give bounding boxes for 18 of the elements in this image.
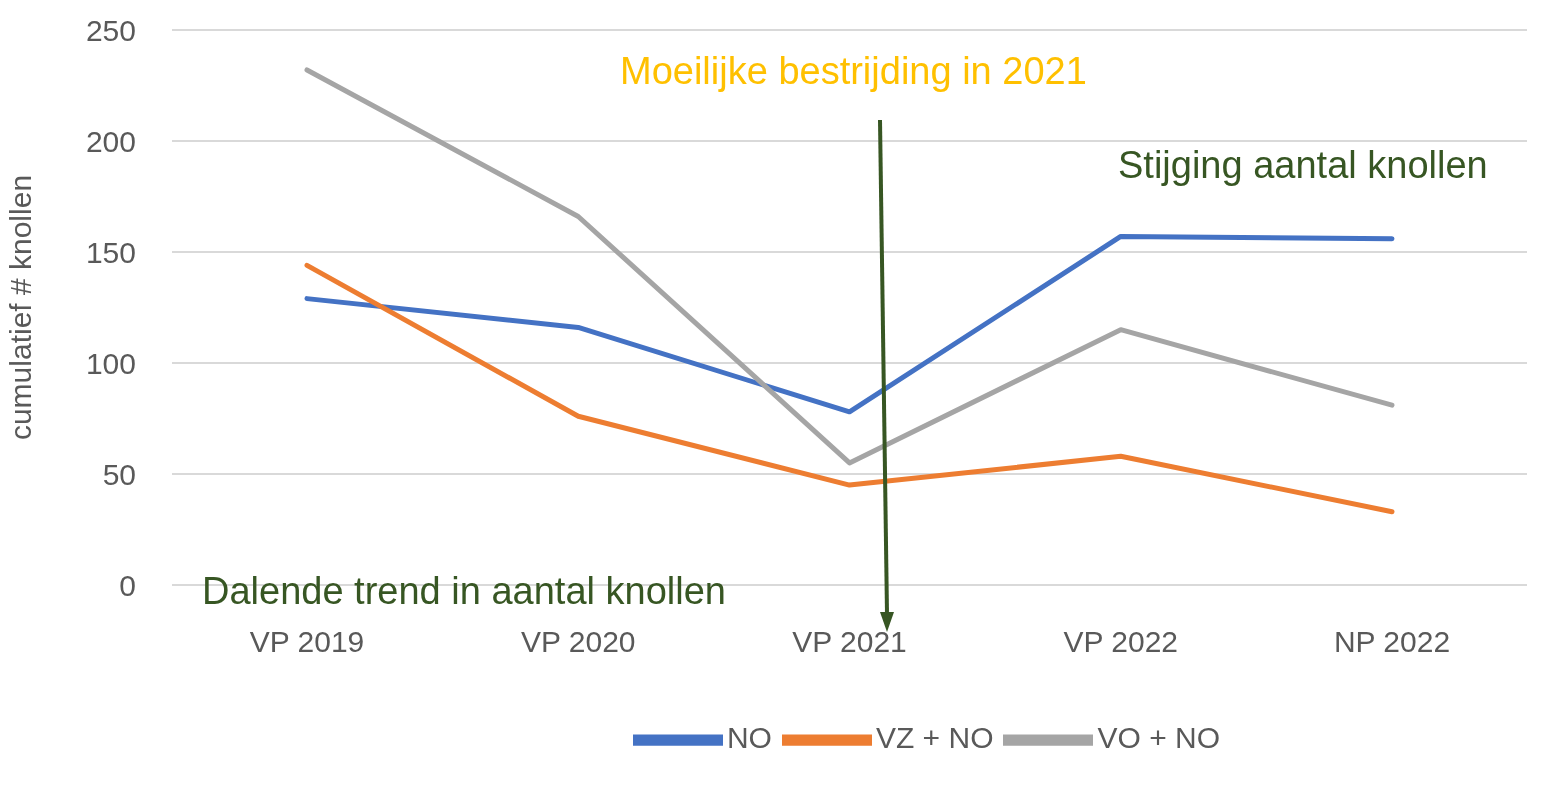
- y-tick-label: 0: [119, 568, 136, 602]
- y-tick-label: 200: [85, 124, 136, 158]
- x-tick-label: VP 2019: [249, 625, 365, 659]
- legend-label: VO + NO: [1097, 720, 1221, 754]
- annotation: Moeilijke bestrijding in 2021: [620, 50, 1087, 93]
- x-tick-label: VP 2022: [1063, 625, 1179, 659]
- annotation: Stijging aantal knollen: [1118, 144, 1488, 187]
- x-tick-label: VP 2020: [520, 625, 636, 659]
- x-tick-label: NP 2022: [1333, 625, 1451, 659]
- y-axis-title: cumulatief # knollen: [3, 174, 37, 441]
- y-tick-label: 250: [85, 13, 136, 47]
- legend-label: VZ + NO: [875, 720, 994, 754]
- x-tick-label: VP 2021: [792, 625, 907, 659]
- legend-label: NO: [726, 720, 772, 754]
- y-tick-label: 150: [85, 235, 136, 269]
- y-tick-label: 50: [102, 457, 136, 491]
- annotation: Dalende trend in aantal knollen: [202, 570, 726, 613]
- y-tick-label: 100: [85, 346, 136, 380]
